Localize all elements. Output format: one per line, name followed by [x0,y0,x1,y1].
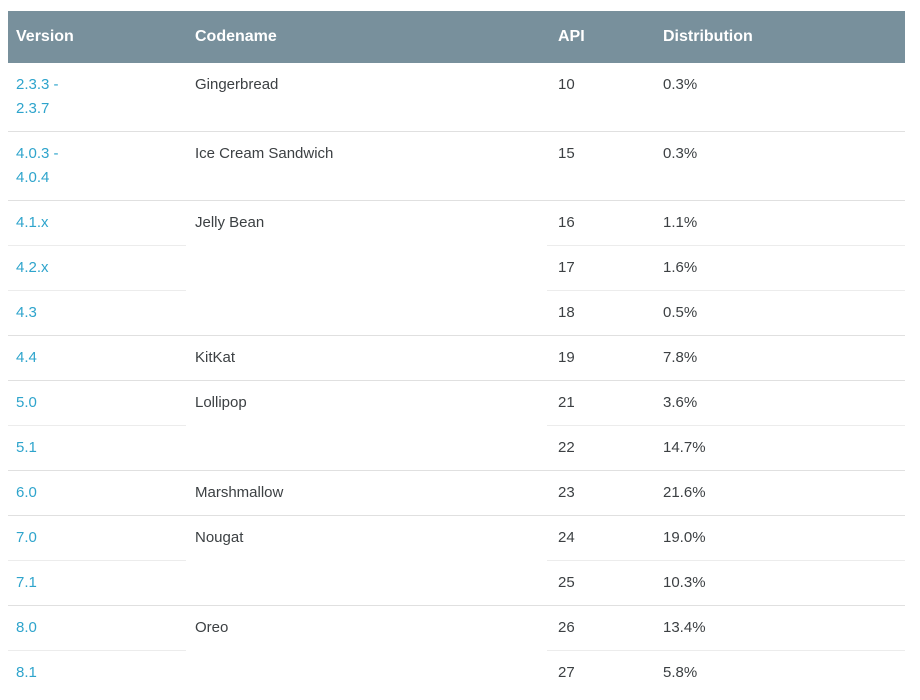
version-link[interactable]: 7.1 [16,574,37,591]
api-cell: 19 [547,335,652,381]
version-cell: 7.1 [8,560,186,606]
codename-cell: Jelly Bean [186,200,547,336]
codename-cell: Marshmallow [186,470,547,516]
api-cell: 15 [547,131,652,201]
distribution-cell: 21.6% [652,470,905,516]
version-link[interactable]: 5.0 [16,394,37,411]
version-cell: 8.0 [8,605,186,651]
api-cell: 26 [547,605,652,651]
distribution-cell: 0.5% [652,290,905,336]
codename-group-lollipop: 5.0 Lollipop 21 3.6% 5.1 22 14.7% [8,380,905,471]
codename-cell: Oreo [195,619,229,636]
distribution-cell: 0.3% [652,131,905,201]
version-link[interactable]: 4.3 [16,304,37,321]
api-cell: 25 [547,560,652,606]
codename-group-gingerbread: 2.3.3 - 2.3.7 Gingerbread 10 0.3% [8,63,905,132]
table-row: 7.0 Nougat 24 19.0% [8,515,905,606]
api-cell: 21 [547,380,652,426]
distribution-cell: 7.8% [652,335,905,381]
version-cell: 2.3.3 - 2.3.7 [8,63,186,132]
distribution-cell: 0.3% [652,63,905,132]
table-row: 5.0 Lollipop 21 3.6% [8,380,905,471]
version-cell: 5.0 [8,380,186,426]
column-header-distribution: Distribution [652,11,905,63]
version-link[interactable]: 6.0 [16,484,37,501]
table-header: Version Codename API Distribution [8,11,905,63]
api-cell: 10 [547,63,652,132]
distribution-cell: 14.7% [652,425,905,471]
table-row: 8.0 Oreo 26 13.4% [8,605,905,651]
header-row: Version Codename API Distribution [8,11,905,63]
version-cell: 5.1 [8,425,186,471]
android-distribution-table: Version Codename API Distribution 2.3.3 … [8,11,905,695]
distribution-cell: 10.3% [652,560,905,606]
distribution-cell: 19.0% [652,515,905,561]
api-cell: 22 [547,425,652,471]
table-row: 4.1.x Jelly Bean 16 1.1% [8,200,905,336]
distribution-cell: 1.6% [652,245,905,291]
version-link[interactable]: 7.0 [16,529,37,546]
table-row: 8.1 27 5.8% [8,651,905,696]
table-row: 4.4 KitKat 19 7.8% [8,335,905,381]
version-cell: 4.1.x [8,200,186,246]
table-row: 7.1 25 10.3% [8,560,905,606]
codename-cell: Lollipop [186,380,547,471]
codename-cell: Nougat [186,515,547,606]
distribution-cell: 13.4% [652,605,905,651]
table-row: 5.1 22 14.7% [8,425,905,471]
column-header-codename: Codename [186,11,547,63]
version-link[interactable]: 4.0.3 - 4.0.4 [16,145,59,186]
distribution-cell: 5.8% [663,664,698,681]
codename-group-jelly-bean: 4.1.x Jelly Bean 16 1.1% 4.2.x 17 1.6% 4… [8,200,905,336]
android-distribution-table-container: Version Codename API Distribution 2.3.3 … [8,11,920,695]
codename-group-nougat: 7.0 Nougat 24 19.0% 7.1 25 10.3% [8,515,905,606]
codename-cell: Ice Cream Sandwich [186,131,547,201]
version-link[interactable]: 5.1 [16,439,37,456]
version-cell: 4.3 [8,290,186,336]
version-link[interactable]: 8.1 [16,664,37,681]
version-link[interactable]: 4.2.x [16,259,49,276]
version-cell: 4.0.3 - 4.0.4 [8,131,186,201]
version-link[interactable]: 8.0 [16,619,37,636]
api-cell: 16 [547,200,652,246]
version-link[interactable]: 4.4 [16,349,37,366]
api-cell: 23 [547,470,652,516]
api-cell: 17 [547,245,652,291]
codename-group-marshmallow: 6.0 Marshmallow 23 21.6% [8,470,905,516]
api-cell: 24 [547,515,652,561]
version-link[interactable]: 4.1.x [16,214,49,231]
table-row: 6.0 Marshmallow 23 21.6% [8,470,905,516]
codename-cell: KitKat [186,335,547,381]
column-header-version: Version [8,11,186,63]
version-link[interactable]: 2.3.3 - 2.3.7 [16,76,59,117]
api-cell: 27 [558,664,575,681]
table-row: 2.3.3 - 2.3.7 Gingerbread 10 0.3% [8,63,905,132]
version-cell: 4.4 [8,335,186,381]
table-row: 4.3 18 0.5% [8,290,905,336]
codename-group-ice-cream-sandwich: 4.0.3 - 4.0.4 Ice Cream Sandwich 15 0.3% [8,131,905,201]
codename-cell: Gingerbread [186,63,547,132]
table-row: 4.0.3 - 4.0.4 Ice Cream Sandwich 15 0.3% [8,131,905,201]
version-cell: 8.1 [8,651,186,696]
column-header-api: API [547,11,652,63]
version-cell: 7.0 [8,515,186,561]
codename-group-oreo: 8.0 Oreo 26 13.4% 8.1 27 5.8% [8,605,905,696]
api-cell: 18 [547,290,652,336]
codename-group-kitkat: 4.4 KitKat 19 7.8% [8,335,905,381]
version-cell: 4.2.x [8,245,186,291]
table-row: 4.2.x 17 1.6% [8,245,905,291]
distribution-cell: 1.1% [652,200,905,246]
distribution-cell: 3.6% [652,380,905,426]
version-cell: 6.0 [8,470,186,516]
